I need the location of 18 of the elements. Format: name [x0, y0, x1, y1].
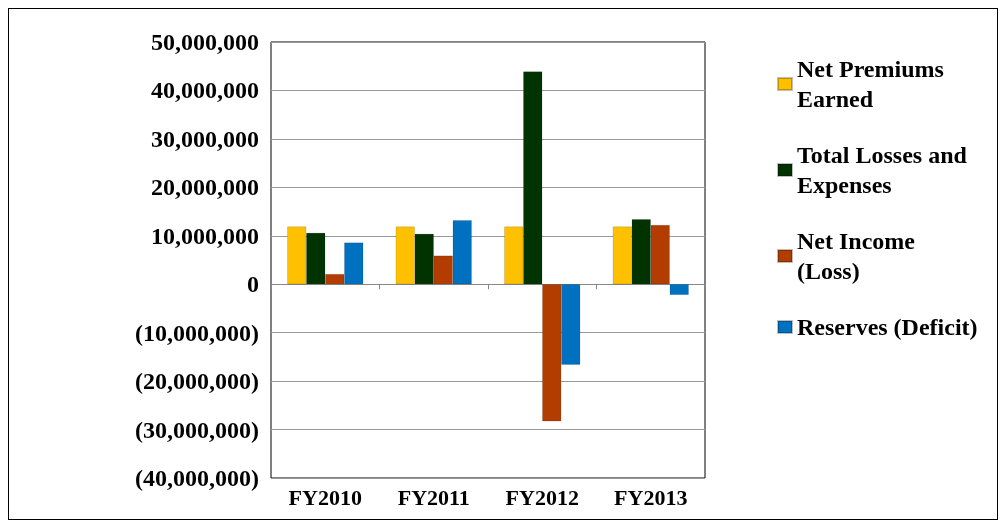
x-tick-label: FY2012 — [505, 484, 579, 510]
x-tick-label: FY2013 — [614, 484, 688, 510]
y-tick-label: (40,000,000) — [135, 465, 259, 491]
y-tick-label: 10,000,000 — [151, 222, 259, 249]
y-tick-label: 0 — [247, 271, 259, 298]
y-tick-label: (30,000,000) — [135, 416, 259, 443]
y-tick-label: (10,000,000) — [135, 319, 259, 346]
legend-label: Total Losses and Expenses — [797, 142, 973, 198]
y-tick-label: (20,000,000) — [135, 368, 259, 395]
y-tick-label: 20,000,000 — [151, 174, 259, 201]
x-tick-label: FY2011 — [397, 484, 470, 510]
legend-label: Reserves (Deficit) — [797, 314, 978, 340]
y-tick-label: 30,000,000 — [151, 125, 259, 152]
y-tick-label: 50,000,000 — [151, 29, 259, 55]
legend-label: Net Income (Loss) — [797, 228, 921, 284]
y-tick-label: 40,000,000 — [151, 77, 259, 104]
x-tick-label: FY2010 — [288, 484, 362, 510]
legend-label: Net Premiums Earned — [797, 56, 950, 112]
